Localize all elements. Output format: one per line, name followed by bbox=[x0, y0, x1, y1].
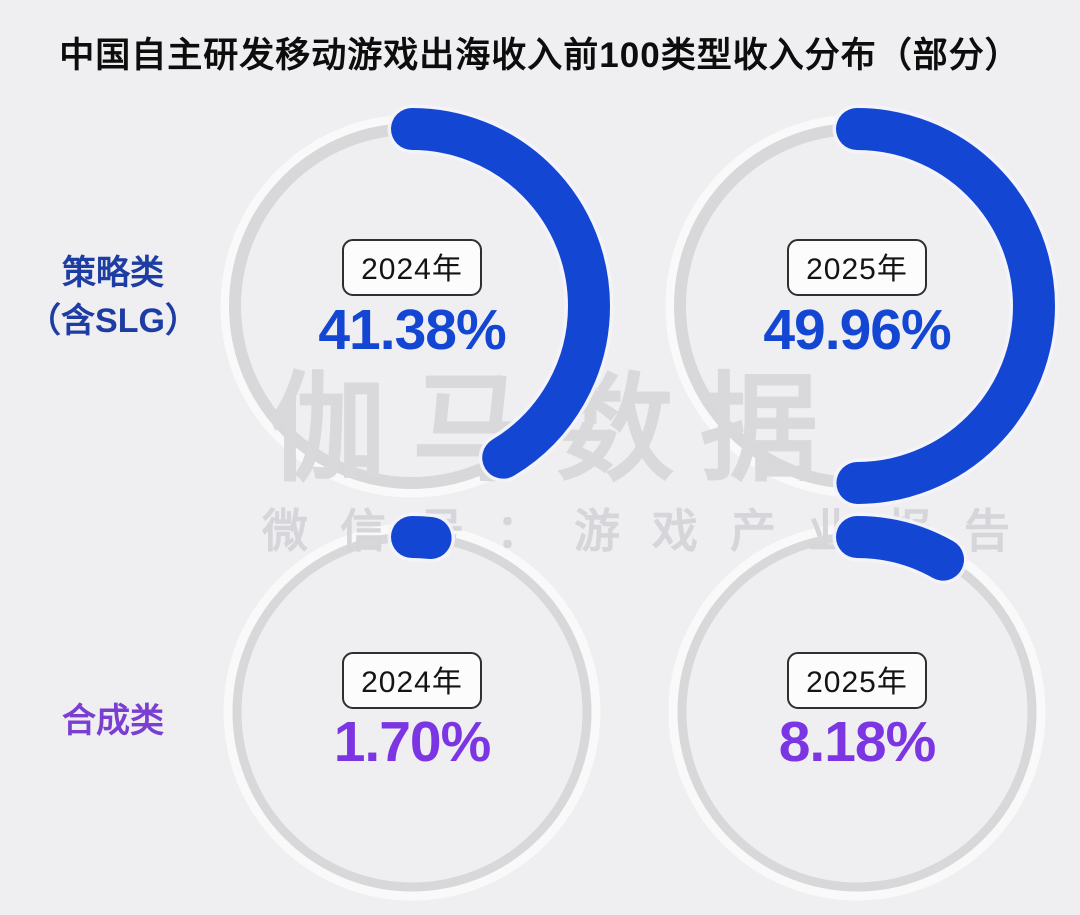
donut-strategy-2025: 2025年 49.96% bbox=[627, 76, 1080, 536]
year-badge: 2024年 bbox=[342, 239, 482, 296]
year-badge: 2025年 bbox=[787, 239, 927, 296]
percent-value: 49.96% bbox=[763, 298, 951, 362]
year-badge: 2025年 bbox=[787, 652, 927, 709]
row-label-merge: 合成类 bbox=[4, 698, 222, 746]
row-label-strategy-line1: 策略类 bbox=[62, 254, 164, 292]
row-label-strategy-line2: （含SLG） bbox=[27, 301, 199, 340]
chart-title: 中国自主研发移动游戏出海收入前100类型收入分布（部分） bbox=[59, 36, 1021, 75]
percent-value: 41.38% bbox=[318, 298, 506, 362]
year-badge: 2024年 bbox=[342, 652, 482, 709]
row-label-strategy: 策略类 （含SLG） bbox=[4, 250, 222, 345]
donut-value-arc bbox=[655, 104, 1059, 508]
donut-merge-2025: 2025年 8.18% bbox=[627, 482, 1080, 915]
donut-strategy-2024: 2024年 41.38% bbox=[182, 76, 642, 536]
row-label-merge-line1: 合成类 bbox=[62, 702, 164, 740]
percent-value: 1.70% bbox=[333, 710, 492, 774]
donut-merge-2024: 2024年 1.70% bbox=[182, 482, 642, 915]
percent-value: 8.18% bbox=[778, 710, 937, 774]
donut-value-arc bbox=[657, 512, 1057, 912]
donut-value-arc bbox=[212, 512, 612, 912]
donut-value-arc bbox=[210, 104, 614, 508]
